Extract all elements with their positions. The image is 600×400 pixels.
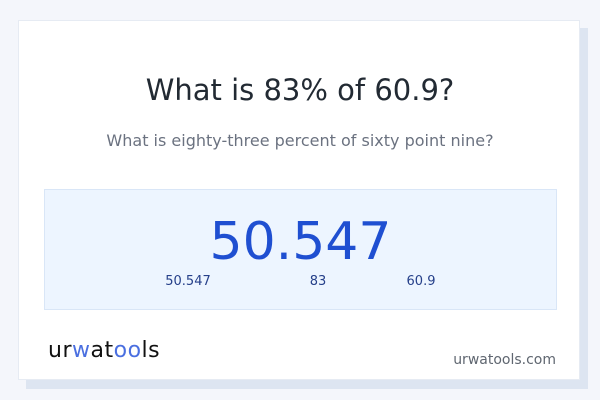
urwatools-logo: urwatools — [48, 338, 161, 363]
percent-part: 83 — [309, 274, 327, 289]
page-title: What is 83% of 60.9? — [145, 73, 455, 107]
page-subtitle: What is eighty-three percent of sixty po… — [106, 131, 494, 150]
result-value: 50.547 — [209, 212, 392, 272]
base-part: 60.9 — [406, 274, 436, 289]
result-part: 50.547 — [165, 274, 211, 289]
result-box: 50.547 50.547 83 60.9 — [44, 189, 557, 310]
site-link[interactable]: urwatools.com — [453, 352, 556, 368]
